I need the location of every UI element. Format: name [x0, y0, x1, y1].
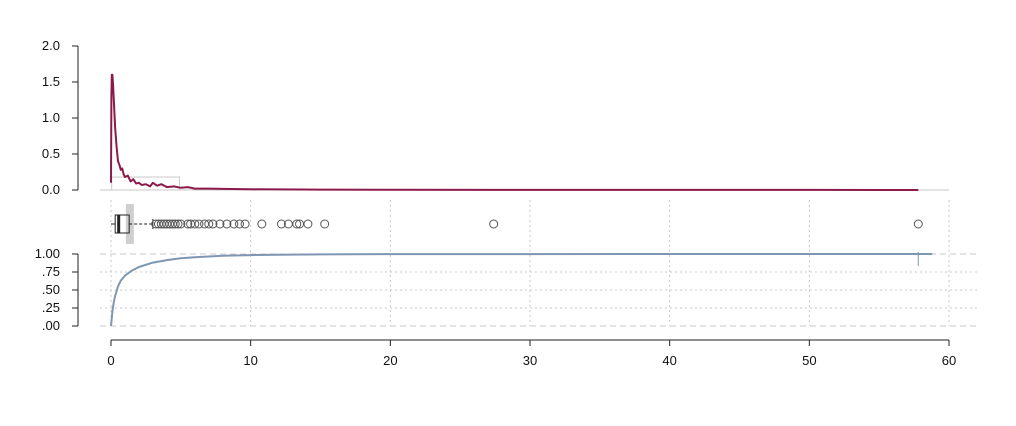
- box-outlier-point-15: [204, 219, 214, 229]
- x-tick-label-0: 0: [107, 353, 114, 368]
- x-tick-label-6: 60: [942, 353, 956, 368]
- density-y-tick-label-1: 0.5: [42, 146, 60, 161]
- box-outlier-point-12: [190, 219, 200, 229]
- x-tick-label-3: 30: [523, 353, 537, 368]
- density-y-tick-label-3: 1.5: [42, 74, 60, 89]
- box-outlier-point-30: [913, 219, 923, 229]
- ecdf-series-line: [110, 253, 933, 327]
- box-outlier-point-20: [234, 219, 244, 229]
- box-outlier-point-19: [229, 219, 239, 229]
- density-panel: [100, 73, 949, 191]
- box-outlier-point-18: [222, 219, 232, 229]
- box-outlier-point-13: [194, 219, 204, 229]
- ecdf-y-tick-label-2: .50: [42, 282, 60, 297]
- box-outlier-point-16: [208, 219, 218, 229]
- ecdf-y-tick-label-3: .75: [42, 264, 60, 279]
- density-y-tick-label-2: 1.0: [42, 110, 60, 125]
- density-y-tick-label-0: 0.0: [42, 182, 60, 197]
- axes-layer: 0.0 0.5 1.0 1.5 2.0 .00 .25 .50 .75 1.00 0 10 20 30 40…: [35, 38, 957, 368]
- box-outlier-point-8: [173, 219, 183, 229]
- ecdf-y-tick-label-1: .25: [42, 300, 60, 315]
- box-outlier-point-23: [276, 219, 286, 229]
- box-outlier-point-7: [170, 219, 180, 229]
- grid-layer: [100, 200, 978, 327]
- x-tick-label-1: 10: [243, 353, 257, 368]
- ecdf-y-tick-label-4: 1.00: [35, 246, 60, 261]
- ecdf-panel: [110, 252, 933, 327]
- box-outlier-point-25: [292, 219, 302, 229]
- box-outlier-point-9: [176, 219, 186, 229]
- ecdf-y-tick-label-0: .00: [42, 318, 60, 333]
- x-tick-label-5: 50: [802, 353, 816, 368]
- density-y-tick-label-4: 2.0: [42, 38, 60, 53]
- box-outlier-point-28: [320, 219, 330, 229]
- boxplot-panel: [111, 204, 923, 244]
- box-outlier-point-21: [240, 219, 250, 229]
- box-outlier-point-22: [257, 219, 267, 229]
- box-outlier-point-27: [303, 219, 313, 229]
- box-outlier-point-10: [183, 219, 193, 229]
- box-outlier-point-17: [215, 219, 225, 229]
- density-series-line: [110, 73, 919, 191]
- box-outlier-point-29: [489, 219, 499, 229]
- x-tick-label-4: 40: [662, 353, 676, 368]
- x-tick-label-2: 20: [383, 353, 397, 368]
